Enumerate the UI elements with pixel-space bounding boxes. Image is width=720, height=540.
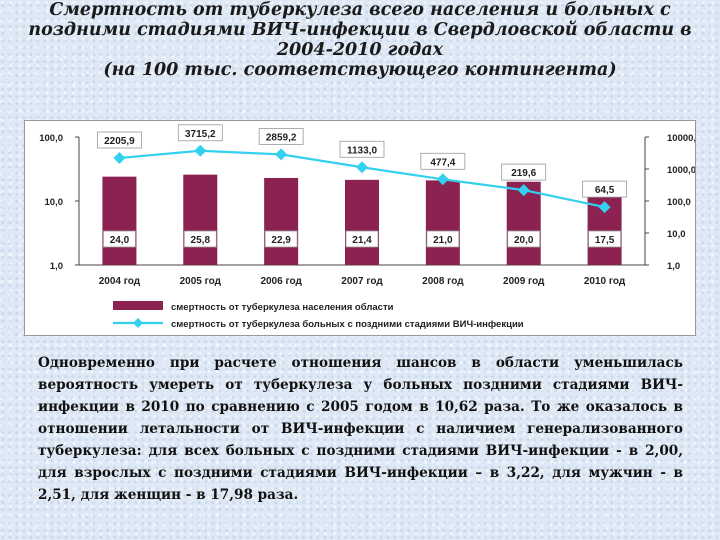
bar-value-label: 17,5 bbox=[595, 235, 615, 246]
combo-chart: 100,0 10,0 1,0 10000,0 1000,0 100,0 10,0 1,0 24,… bbox=[39, 124, 695, 330]
line-point-marker bbox=[194, 144, 207, 157]
slide-title: Смертность от туберкулеза всего населени… bbox=[0, 0, 720, 80]
line-point-marker bbox=[436, 173, 449, 186]
legend-bar-label: смертность от туберкулеза населения обла… bbox=[171, 302, 394, 313]
bar-value-label: 25,8 bbox=[191, 235, 211, 246]
bar-label-box bbox=[588, 230, 621, 248]
x-tick-label: 2009 год bbox=[503, 276, 545, 287]
x-tick-label: 2008 год bbox=[422, 276, 464, 287]
line-point-marker bbox=[113, 152, 126, 165]
bar-value-label: 21,0 bbox=[433, 235, 453, 246]
title-line-3: 2004-2010 годах bbox=[276, 40, 444, 60]
bar-value-label: 22,9 bbox=[271, 235, 291, 246]
line-point-marker bbox=[598, 201, 611, 214]
line-value-label: 2859,2 bbox=[266, 132, 297, 143]
x-tick-label: 2005 год bbox=[180, 276, 222, 287]
line-point-marker bbox=[517, 184, 530, 197]
title-line-2: поздними стадиями ВИЧ-инфекции в Свердло… bbox=[28, 20, 692, 40]
line-value-label: 2205,9 bbox=[104, 136, 135, 147]
x-tick-label: 2007 год bbox=[341, 276, 383, 287]
line-value-label: 3715,2 bbox=[185, 129, 216, 140]
bar bbox=[102, 176, 137, 265]
line-point-marker bbox=[356, 161, 368, 174]
legend-line-marker bbox=[133, 318, 143, 328]
bar-label-box bbox=[183, 230, 217, 248]
body-paragraph: Одновременно при расчете отношения шансо… bbox=[38, 355, 683, 503]
bar bbox=[587, 185, 622, 265]
bar-label-box bbox=[103, 230, 136, 248]
line-label-box bbox=[177, 124, 223, 142]
legend-bar-swatch bbox=[113, 301, 163, 310]
line-value-label: 64,5 bbox=[595, 185, 615, 196]
bar bbox=[345, 179, 379, 265]
line-label-box bbox=[339, 140, 385, 158]
x-tick-label: 2006 год bbox=[260, 276, 302, 287]
line-label-box bbox=[582, 180, 627, 198]
x-tick-label: 2004 год bbox=[99, 276, 141, 287]
right-tick-label: 1,0 bbox=[667, 261, 680, 272]
bar-label-box bbox=[345, 230, 379, 248]
left-tick-label: 10,0 bbox=[45, 197, 64, 208]
bar-label-box bbox=[507, 230, 541, 248]
bar bbox=[183, 174, 218, 265]
x-tick-label: 2010 год bbox=[584, 276, 626, 287]
bar-value-label: 21,4 bbox=[352, 235, 372, 246]
bar bbox=[425, 180, 460, 265]
right-tick-label: 10,0 bbox=[667, 229, 686, 240]
chart-panel: 100,0 10,0 1,0 10000,0 1000,0 100,0 10,0 1,0 24,… bbox=[24, 120, 696, 336]
line-value-label: 219,6 bbox=[511, 168, 536, 179]
title-line-1: Смертность от туберкулеза всего населени… bbox=[49, 0, 671, 20]
line-label-box bbox=[97, 131, 142, 149]
bar-value-label: 24,0 bbox=[110, 235, 130, 246]
bar-value-label: 20,0 bbox=[514, 235, 534, 246]
bar-label-box bbox=[426, 230, 460, 248]
legend-line-label: смертность от туберкулеза больных с позд… bbox=[171, 319, 524, 330]
line-label-box bbox=[501, 163, 547, 181]
right-tick-label: 10000,0 bbox=[667, 133, 695, 144]
line-value-label: 1133,0 bbox=[347, 145, 377, 156]
line-value-label: 477,4 bbox=[430, 157, 455, 168]
right-tick-label: 100,0 bbox=[667, 197, 691, 208]
right-tick-label: 1000,0 bbox=[667, 165, 695, 176]
left-tick-label: 1,0 bbox=[50, 261, 63, 272]
line-point-marker bbox=[275, 148, 288, 161]
line-label-box bbox=[258, 128, 304, 145]
title-line-4: (на 100 тыс. соответствующего контингент… bbox=[103, 60, 617, 80]
bar bbox=[264, 177, 299, 265]
left-tick-label: 100,0 bbox=[39, 133, 63, 144]
bar-label-box bbox=[264, 230, 298, 248]
line-label-box bbox=[420, 152, 466, 170]
